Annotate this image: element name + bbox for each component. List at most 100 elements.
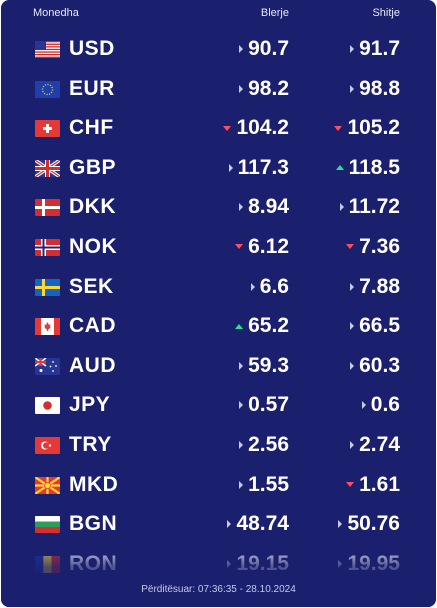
- sell-rate-value: 66.5: [359, 314, 400, 338]
- rate-row-gbp: GBP 117.3 118.5: [1, 149, 436, 189]
- buy-rate: 48.74: [227, 512, 289, 536]
- trend-flat-icon: [350, 361, 355, 370]
- buy-rate-value: 90.7: [248, 37, 289, 60]
- trend-flat-icon: [350, 440, 355, 449]
- buy-column-header: Blerje: [260, 7, 289, 19]
- currency-code: CHF: [69, 116, 114, 140]
- trend-flat-icon: [350, 322, 355, 331]
- trend-flat-icon: [227, 520, 232, 529]
- rates-list: USD 90.7 91.7 EUR 98.2 98.8 CHF 104.2 105.2 GBP 11…: [1, 30, 436, 584]
- trend-flat-icon: [350, 282, 355, 291]
- trend-flat-icon: [239, 361, 244, 370]
- eu-flag-icon: [35, 80, 60, 98]
- se-flag-icon: [35, 278, 60, 296]
- buy-rate-value: 48.74: [236, 512, 289, 536]
- sell-rate-value: 118.5: [348, 155, 400, 179]
- sell-rate: 7.36: [346, 235, 400, 259]
- buy-rate-value: 65.2: [248, 314, 289, 338]
- trend-flat-icon: [239, 401, 244, 410]
- sell-rate: 7.88: [350, 275, 400, 299]
- sell-rate-value: 91.7: [359, 37, 400, 60]
- ca-flag-icon: [35, 318, 60, 336]
- mk-flag-icon: [35, 476, 60, 494]
- sell-rate-value: 98.8: [359, 76, 400, 100]
- trend-flat-icon: [239, 84, 244, 93]
- buy-rate-value: 8.94: [248, 195, 289, 219]
- no-flag-icon: [35, 238, 60, 256]
- rate-row-usd: USD 90.7 91.7: [1, 30, 436, 70]
- trend-down-icon: [346, 482, 355, 488]
- dk-flag-icon: [35, 199, 60, 217]
- buy-rate: 1.55: [239, 473, 289, 497]
- rate-row-sek: SEK 6.6 7.88: [1, 268, 436, 308]
- sell-column-header: Shitje: [372, 7, 400, 19]
- currency-code: USD: [69, 37, 115, 60]
- trend-flat-icon: [239, 480, 244, 489]
- buy-rate: 6.6: [250, 274, 289, 299]
- buy-rate-value: 6.12: [248, 234, 289, 258]
- currency-code: CAD: [69, 314, 116, 338]
- trend-flat-icon: [228, 163, 233, 172]
- last-updated-text: Përditësuar: 07:36:35 - 28.10.2024: [141, 584, 296, 595]
- currency-code: EUR: [69, 76, 115, 100]
- sell-rate: 50.76: [338, 512, 400, 536]
- trend-up-icon: [335, 165, 344, 171]
- buy-rate: 0.57: [239, 393, 289, 417]
- sell-rate-value: 0.6: [370, 393, 400, 417]
- sell-rate: 66.5: [350, 314, 400, 338]
- rate-row-aud: AUD 59.3 60.3: [1, 347, 436, 387]
- rate-row-try: TRY 2.56 2.74: [1, 426, 436, 466]
- buy-rate-value: 6.6: [259, 274, 289, 298]
- buy-rate: 98.2: [239, 77, 289, 101]
- currency-code: AUD: [69, 353, 116, 377]
- sell-rate: 1.61: [346, 473, 400, 497]
- buy-rate-value: 0.57: [248, 393, 289, 417]
- sell-rate: 91.7: [350, 37, 400, 61]
- trend-flat-icon: [250, 282, 255, 291]
- trend-flat-icon: [350, 45, 355, 53]
- sell-rate-value: 1.61: [359, 472, 400, 496]
- trend-flat-icon: [339, 203, 344, 212]
- trend-flat-icon: [239, 203, 244, 212]
- sell-rate: 0.6: [361, 393, 400, 417]
- trend-down-icon: [346, 244, 355, 250]
- sell-rate: 11.72: [339, 195, 400, 219]
- buy-rate-value: 104.2: [236, 116, 289, 140]
- currency-code: SEK: [69, 274, 114, 298]
- currency-code: TRY: [69, 432, 112, 456]
- buy-rate-value: 59.3: [248, 353, 289, 377]
- sell-rate-value: 50.76: [347, 512, 400, 536]
- rate-row-dkk: DKK 8.94 11.72: [1, 188, 436, 228]
- sell-rate: 105.2: [334, 116, 400, 140]
- rate-row-mkd: MKD 1.55 1.61: [1, 466, 436, 506]
- sell-rate: 98.8: [350, 77, 400, 101]
- sell-rate: 60.3: [350, 354, 400, 378]
- buy-rate: 104.2: [223, 116, 289, 140]
- table-header: Monedha Blerje Shitje: [1, 0, 436, 24]
- trend-flat-icon: [361, 401, 366, 410]
- currency-code: BGN: [69, 512, 118, 536]
- trend-down-icon: [235, 244, 244, 250]
- trend-flat-icon: [239, 440, 244, 449]
- rate-row-cad: CAD 65.2 66.5: [1, 307, 436, 347]
- buy-rate: 8.94: [239, 195, 289, 219]
- currency-column-header: Monedha: [33, 7, 79, 19]
- currency-code: DKK: [69, 195, 116, 219]
- trend-flat-icon: [338, 520, 343, 529]
- trend-flat-icon: [239, 45, 244, 53]
- rate-row-nok: NOK 6.12 7.36: [1, 228, 436, 268]
- au-flag-icon: [35, 357, 60, 375]
- trend-flat-icon: [350, 84, 355, 93]
- buy-rate: 90.7: [239, 37, 289, 61]
- bottom-fade-overlay: [1, 540, 436, 607]
- buy-rate: 6.12: [235, 235, 289, 259]
- sell-rate: 118.5: [335, 155, 400, 180]
- trend-up-icon: [235, 323, 244, 329]
- sell-rate-value: 60.3: [359, 353, 400, 377]
- buy-rate-value: 1.55: [248, 472, 289, 496]
- rate-row-chf: CHF 104.2 105.2: [1, 109, 436, 149]
- sell-rate-value: 7.88: [359, 274, 400, 298]
- trend-down-icon: [223, 125, 232, 131]
- sell-rate-value: 105.2: [347, 116, 400, 140]
